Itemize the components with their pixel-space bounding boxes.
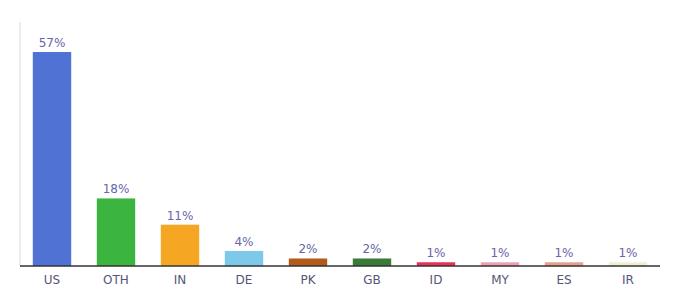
- x-tick-label: IR: [622, 273, 634, 287]
- x-tick-label: ES: [556, 273, 571, 287]
- data-label: 4%: [234, 235, 253, 249]
- data-label: 1%: [618, 246, 637, 260]
- y-axis-line: [20, 22, 21, 266]
- x-tick-label: PK: [300, 273, 316, 287]
- bar: [161, 225, 199, 266]
- data-label: 57%: [39, 36, 66, 50]
- x-tick-label: IN: [174, 273, 187, 287]
- chart: 57% 18% 11% 4% 2% 2% 1% 1% 1% 1% US OTH IN DE PK GB ID MY…: [0, 0, 680, 300]
- data-label: 2%: [298, 242, 317, 256]
- data-label: 11%: [167, 209, 194, 223]
- x-tick-label: ID: [430, 273, 443, 287]
- bars: [33, 52, 647, 266]
- x-tick-label: US: [44, 273, 60, 287]
- data-label: 18%: [103, 182, 130, 196]
- bar: [33, 52, 71, 266]
- data-label: 1%: [554, 246, 573, 260]
- chart-container: 57% 18% 11% 4% 2% 2% 1% 1% 1% 1% US OTH IN DE PK GB ID MY…: [0, 0, 680, 300]
- data-label: 1%: [490, 246, 509, 260]
- bar: [225, 251, 263, 266]
- bar: [353, 258, 391, 266]
- x-tick-label: GB: [363, 273, 381, 287]
- bar: [97, 198, 135, 266]
- x-tick-label: MY: [491, 273, 509, 287]
- x-tick-label: DE: [236, 273, 253, 287]
- data-label: 1%: [426, 246, 445, 260]
- x-axis-line: [20, 265, 660, 267]
- data-label: 2%: [362, 242, 381, 256]
- bar: [289, 258, 327, 266]
- x-tick-label: OTH: [103, 273, 129, 287]
